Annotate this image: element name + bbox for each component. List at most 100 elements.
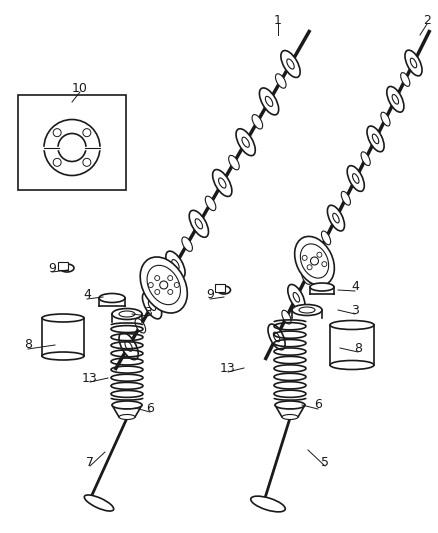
- Circle shape: [44, 119, 100, 175]
- Ellipse shape: [189, 211, 208, 237]
- Ellipse shape: [392, 94, 399, 104]
- Circle shape: [160, 281, 168, 289]
- Ellipse shape: [166, 251, 185, 278]
- Circle shape: [302, 255, 307, 260]
- Ellipse shape: [42, 314, 84, 322]
- Text: 3: 3: [351, 303, 359, 317]
- Circle shape: [83, 128, 91, 136]
- Ellipse shape: [42, 352, 84, 360]
- Circle shape: [174, 282, 179, 287]
- Ellipse shape: [287, 59, 294, 69]
- Ellipse shape: [333, 213, 339, 223]
- Ellipse shape: [313, 253, 319, 263]
- Ellipse shape: [195, 219, 202, 229]
- Text: 7: 7: [86, 456, 94, 469]
- Ellipse shape: [60, 264, 74, 272]
- FancyBboxPatch shape: [42, 318, 84, 356]
- Ellipse shape: [401, 72, 410, 86]
- Ellipse shape: [276, 74, 286, 88]
- Ellipse shape: [281, 51, 300, 77]
- Ellipse shape: [361, 152, 370, 166]
- Circle shape: [53, 158, 61, 166]
- Ellipse shape: [295, 237, 334, 286]
- Circle shape: [155, 276, 160, 280]
- Ellipse shape: [288, 285, 305, 310]
- Circle shape: [322, 262, 327, 266]
- Text: 13: 13: [220, 361, 236, 375]
- Ellipse shape: [218, 286, 230, 294]
- Circle shape: [311, 257, 318, 265]
- Ellipse shape: [147, 265, 180, 305]
- Ellipse shape: [381, 112, 390, 126]
- Ellipse shape: [268, 324, 285, 350]
- Text: 1: 1: [274, 13, 282, 27]
- Circle shape: [58, 133, 86, 161]
- Ellipse shape: [372, 134, 379, 144]
- Text: 8: 8: [24, 338, 32, 351]
- FancyBboxPatch shape: [215, 284, 225, 292]
- Text: 5: 5: [321, 456, 329, 469]
- Ellipse shape: [282, 415, 298, 419]
- Ellipse shape: [299, 307, 315, 313]
- Text: 6: 6: [314, 399, 322, 411]
- Ellipse shape: [307, 245, 325, 271]
- Ellipse shape: [251, 496, 285, 512]
- Ellipse shape: [125, 341, 132, 351]
- Circle shape: [168, 289, 173, 294]
- Ellipse shape: [302, 271, 311, 285]
- Ellipse shape: [273, 332, 280, 342]
- Text: 13: 13: [82, 372, 98, 384]
- Ellipse shape: [148, 301, 156, 310]
- Circle shape: [83, 158, 91, 166]
- FancyBboxPatch shape: [18, 95, 126, 190]
- Ellipse shape: [236, 129, 255, 156]
- Ellipse shape: [112, 309, 142, 319]
- Ellipse shape: [293, 293, 300, 302]
- Ellipse shape: [387, 86, 404, 112]
- Ellipse shape: [182, 237, 192, 252]
- Ellipse shape: [300, 244, 328, 278]
- Ellipse shape: [242, 137, 249, 147]
- Ellipse shape: [282, 310, 291, 324]
- Polygon shape: [275, 405, 305, 417]
- Ellipse shape: [405, 50, 422, 76]
- Ellipse shape: [112, 401, 142, 409]
- Ellipse shape: [275, 401, 305, 409]
- Ellipse shape: [119, 333, 138, 360]
- Ellipse shape: [341, 191, 350, 205]
- Circle shape: [307, 265, 312, 270]
- Text: 3: 3: [144, 305, 152, 319]
- Text: 4: 4: [83, 288, 91, 302]
- Ellipse shape: [212, 169, 232, 197]
- Ellipse shape: [292, 304, 322, 316]
- Text: 8: 8: [354, 342, 362, 354]
- Ellipse shape: [172, 260, 179, 270]
- Ellipse shape: [219, 178, 226, 188]
- Ellipse shape: [119, 415, 135, 419]
- Text: 2: 2: [423, 13, 431, 27]
- Text: 4: 4: [351, 280, 359, 294]
- Ellipse shape: [321, 231, 331, 245]
- FancyBboxPatch shape: [330, 325, 374, 365]
- Ellipse shape: [330, 320, 374, 329]
- Circle shape: [148, 282, 153, 287]
- Ellipse shape: [135, 319, 145, 333]
- Ellipse shape: [328, 205, 345, 231]
- Ellipse shape: [310, 283, 334, 291]
- Ellipse shape: [159, 278, 169, 292]
- Text: 9: 9: [206, 288, 214, 302]
- Ellipse shape: [265, 96, 273, 107]
- Text: 9: 9: [48, 262, 56, 274]
- Ellipse shape: [205, 196, 216, 211]
- Text: 10: 10: [72, 82, 88, 94]
- Ellipse shape: [119, 311, 135, 317]
- Ellipse shape: [140, 257, 187, 313]
- Circle shape: [317, 252, 322, 257]
- Polygon shape: [112, 405, 142, 417]
- Ellipse shape: [142, 292, 162, 319]
- Ellipse shape: [229, 156, 239, 170]
- Ellipse shape: [330, 360, 374, 369]
- Ellipse shape: [347, 166, 364, 191]
- Circle shape: [168, 276, 173, 280]
- Ellipse shape: [367, 126, 384, 152]
